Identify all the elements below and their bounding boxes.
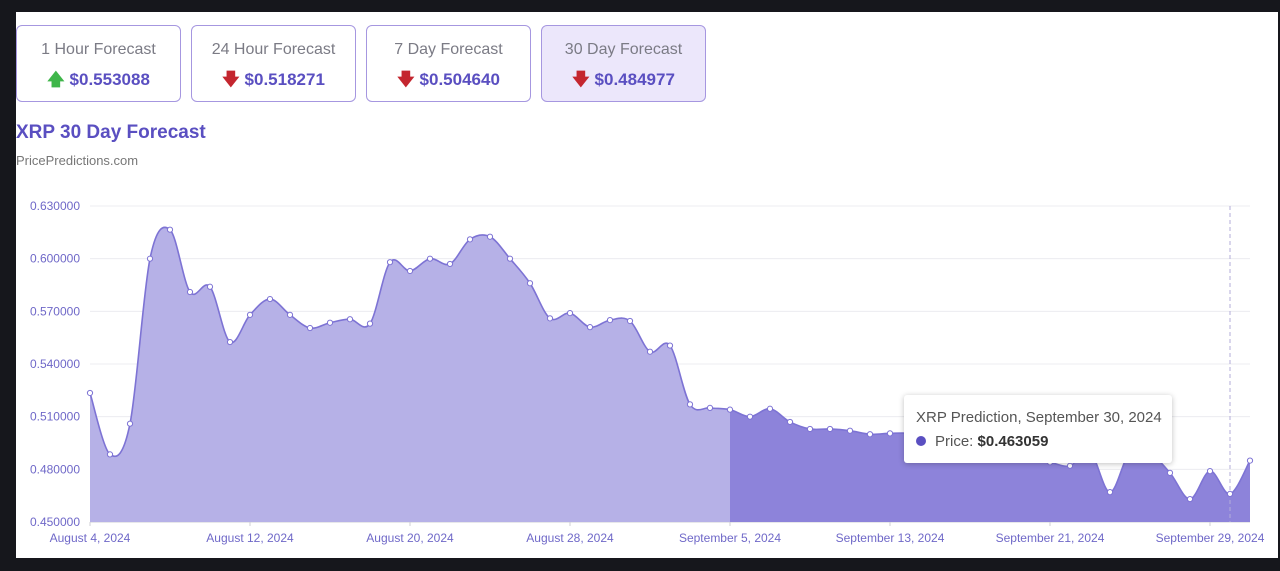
x-tick-label: September 21, 2024 xyxy=(996,531,1105,545)
data-point xyxy=(466,236,474,243)
data-point xyxy=(406,267,414,275)
card-value-row: 🡇 $0.484977 xyxy=(542,67,705,96)
data-point xyxy=(426,255,434,262)
x-tick-label: September 13, 2024 xyxy=(836,531,945,545)
data-point xyxy=(706,404,714,411)
y-tick-label: 0.600000 xyxy=(30,252,80,266)
data-point xyxy=(246,311,254,318)
x-tick-label: September 5, 2024 xyxy=(679,531,781,545)
data-point xyxy=(666,342,674,349)
data-point xyxy=(226,338,234,346)
arrow-down-icon: 🡇 xyxy=(397,70,415,89)
forecast-card-1h[interactable]: 1 Hour Forecast 🡅 $0.553088 xyxy=(16,25,181,102)
data-point xyxy=(1066,462,1074,469)
data-point xyxy=(586,324,594,331)
chart-subtitle: PricePredictions.com xyxy=(16,153,139,168)
data-point xyxy=(1206,467,1214,475)
data-point xyxy=(146,255,154,262)
y-tick-label: 0.510000 xyxy=(30,410,80,424)
y-tick-label: 0.570000 xyxy=(30,304,80,318)
chart-panel: 1 Hour Forecast 🡅 $0.553088 24 Hour Forec… xyxy=(16,12,1278,558)
x-tick-label: September 29, 2024 xyxy=(1156,531,1265,545)
data-point xyxy=(286,311,294,318)
forecast-area xyxy=(730,408,1250,522)
data-point xyxy=(866,431,874,438)
data-point xyxy=(606,317,614,324)
data-point xyxy=(546,315,554,322)
data-point xyxy=(526,280,534,287)
data-point xyxy=(786,418,794,426)
data-point xyxy=(846,427,854,434)
data-point xyxy=(326,319,334,326)
data-point xyxy=(1106,489,1114,496)
card-value-row: 🡇 $0.504640 xyxy=(367,67,530,96)
data-point xyxy=(1186,495,1194,503)
data-point xyxy=(266,295,274,303)
forecast-card-7d[interactable]: 7 Day Forecast 🡇 $0.504640 xyxy=(366,25,531,102)
arrow-up-icon: 🡅 xyxy=(47,70,65,89)
data-point xyxy=(306,324,314,332)
card-value: $0.553088 xyxy=(69,70,150,89)
data-point xyxy=(726,406,734,413)
data-point xyxy=(126,420,134,427)
data-point xyxy=(446,260,454,268)
y-tick-label: 0.540000 xyxy=(30,357,80,371)
y-tick-label: 0.630000 xyxy=(30,199,80,213)
series-dot-icon xyxy=(916,436,926,446)
data-point xyxy=(806,425,814,433)
data-point xyxy=(106,451,114,458)
chart-title: XRP 30 Day Forecast xyxy=(16,122,206,143)
forecast-card-30d[interactable]: 30 Day Forecast 🡇 $0.484977 xyxy=(541,25,706,102)
data-point xyxy=(166,226,174,233)
data-point xyxy=(746,413,754,420)
data-point xyxy=(86,389,94,397)
data-point xyxy=(1226,490,1234,498)
card-value-row: 🡇 $0.518271 xyxy=(192,67,355,96)
data-point xyxy=(486,233,494,240)
data-point xyxy=(766,405,774,412)
x-tick-label: August 12, 2024 xyxy=(206,531,294,545)
card-value-row: 🡅 $0.553088 xyxy=(17,67,180,96)
data-point xyxy=(346,316,354,323)
card-value: $0.504640 xyxy=(419,70,500,89)
y-tick-label: 0.450000 xyxy=(30,515,80,529)
card-title: 1 Hour Forecast xyxy=(41,41,156,58)
arrow-down-icon: 🡇 xyxy=(572,70,590,89)
tooltip-title: XRP Prediction, September 30, 2024 xyxy=(916,409,1162,426)
data-point xyxy=(626,317,634,325)
data-point xyxy=(186,288,194,296)
data-point xyxy=(206,283,214,290)
card-value: $0.518271 xyxy=(244,70,325,89)
data-point xyxy=(1166,469,1174,476)
card-title: 7 Day Forecast xyxy=(394,41,503,58)
arrow-down-icon: 🡇 xyxy=(222,70,240,89)
data-point xyxy=(506,255,514,262)
price-chart[interactable]: 0.630000 0.600000 0.570000 0.540000 0.510000… xyxy=(16,12,1278,558)
card-title: 24 Hour Forecast xyxy=(211,41,336,58)
historical-area xyxy=(90,227,730,522)
data-point xyxy=(826,425,834,433)
tooltip-row: Price: $0.463059 xyxy=(916,433,1048,450)
x-tick-label: August 4, 2024 xyxy=(50,531,131,545)
data-point xyxy=(886,430,894,437)
tooltip-value: $0.463059 xyxy=(977,433,1049,450)
data-point xyxy=(646,348,654,355)
card-value: $0.484977 xyxy=(594,70,675,89)
data-point xyxy=(1246,457,1254,464)
data-point xyxy=(566,309,574,317)
x-tick-label: August 20, 2024 xyxy=(366,531,454,545)
chart-tooltip: XRP Prediction, September 30, 2024 Price… xyxy=(904,395,1172,463)
data-point xyxy=(366,320,374,327)
forecast-card-24h[interactable]: 24 Hour Forecast 🡇 $0.518271 xyxy=(191,25,356,102)
x-tick-label: August 28, 2024 xyxy=(526,531,614,545)
data-point xyxy=(386,259,394,266)
tooltip-label: Price: xyxy=(935,433,978,450)
y-tick-label: 0.480000 xyxy=(30,462,80,476)
data-point xyxy=(686,401,694,408)
card-title: 30 Day Forecast xyxy=(564,41,683,58)
